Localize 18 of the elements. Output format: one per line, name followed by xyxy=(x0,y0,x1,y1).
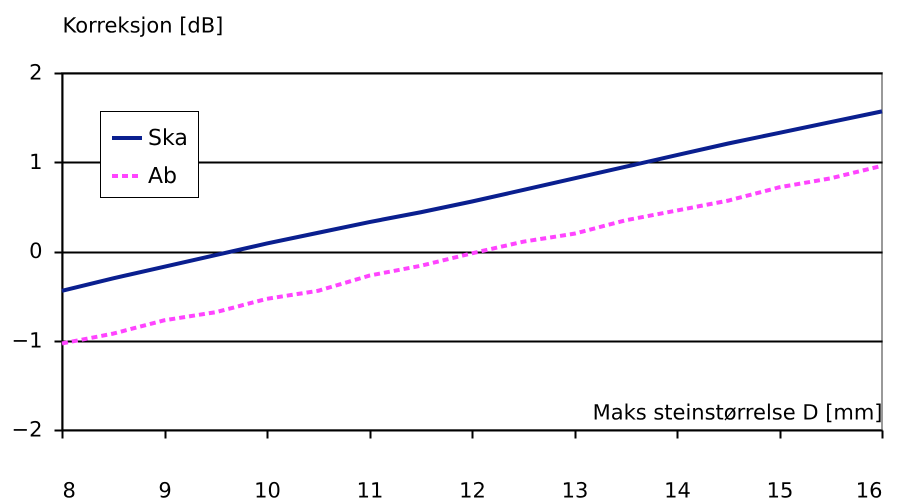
x-tick-label: 11 xyxy=(356,478,384,502)
x-tick-label: 13 xyxy=(562,478,588,502)
x-tick-label: 12 xyxy=(459,478,486,502)
x-tick-label: 15 xyxy=(766,478,794,502)
y-tick-label: −1 xyxy=(12,328,42,352)
legend-label: Ska xyxy=(148,126,188,151)
y-tick-label: 1 xyxy=(29,150,42,174)
x-tick-label: 14 xyxy=(664,478,691,502)
x-axis-title: Maks steinstørrelse D [mm] xyxy=(592,400,882,424)
x-tick-label: 10 xyxy=(254,478,281,502)
y-tick-label: 0 xyxy=(29,239,42,263)
y-tick-label: 2 xyxy=(29,60,42,84)
x-tick-label: 16 xyxy=(856,478,882,502)
x-tick-label: 9 xyxy=(158,478,172,502)
y-axis-title: Korreksjon [dB] xyxy=(62,14,224,38)
legend-label: Ab xyxy=(148,164,178,189)
y-tick-label: −2 xyxy=(12,418,42,442)
x-tick-label: 8 xyxy=(62,478,76,502)
